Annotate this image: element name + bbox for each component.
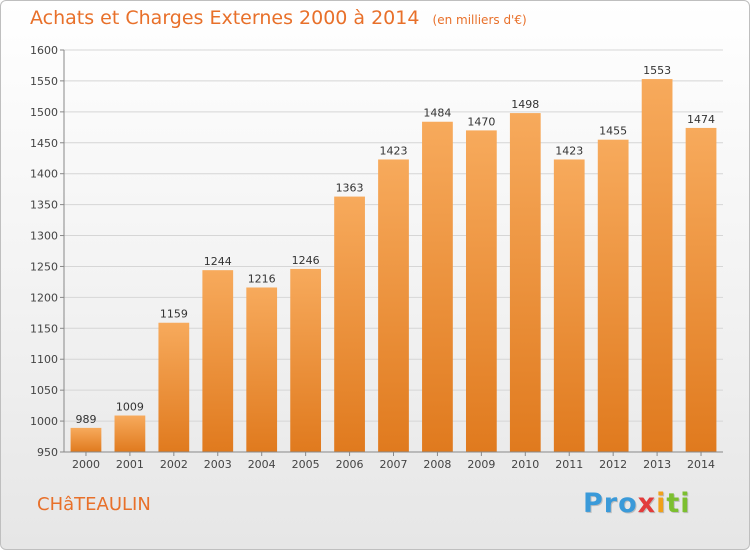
x-tick-label: 2009 <box>467 458 495 471</box>
bar <box>158 322 190 452</box>
bar-value-label: 1246 <box>292 254 320 267</box>
proxiti-logo: Proxiti <box>583 488 691 519</box>
bar-value-label: 1216 <box>248 272 276 285</box>
x-tick-label: 2007 <box>380 458 408 471</box>
y-tick-label: 1600 <box>30 44 58 57</box>
bar-value-label: 1009 <box>116 401 144 414</box>
x-tick-label: 2002 <box>160 458 188 471</box>
bar-value-label: 1484 <box>423 107 451 120</box>
x-tick-label: 2001 <box>116 458 144 471</box>
bar <box>246 287 278 452</box>
bars: 989 1009 1159 1244 1216 1246 1363 1423 1484 1470 1… <box>70 64 717 453</box>
y-tick-label: 1450 <box>30 137 58 150</box>
x-tick-label: 2003 <box>204 458 232 471</box>
bar-value-label: 1159 <box>160 308 188 321</box>
bar-value-label: 989 <box>75 413 96 426</box>
bar <box>114 415 146 452</box>
x-tick-label: 2006 <box>336 458 364 471</box>
bar-value-label: 1553 <box>643 64 671 77</box>
bar-value-label: 1244 <box>204 255 232 268</box>
chart-title: Achats et Charges Externes 2000 à 2014 <box>30 7 420 29</box>
bar-value-label: 1470 <box>467 115 495 128</box>
x-tick-label: 2014 <box>687 458 715 471</box>
x-tick-label: 2005 <box>292 458 320 471</box>
y-axis: 950 1000 1050 1100 1150 1200 1250 1300 1350 1400 1… <box>30 44 65 459</box>
city-name: CHâTEAULIN <box>37 494 151 515</box>
y-tick-label: 1300 <box>30 230 58 243</box>
logo-part: i <box>656 488 667 519</box>
bar <box>641 79 673 453</box>
chart-title-block: Achats et Charges Externes 2000 à 2014 (… <box>30 7 527 29</box>
bar <box>509 113 541 453</box>
bar <box>465 130 497 452</box>
bar-value-label: 1363 <box>336 182 364 195</box>
logo-part: ti <box>666 488 691 519</box>
y-tick-label: 1100 <box>30 353 58 366</box>
y-tick-label: 1500 <box>30 106 58 119</box>
bar <box>334 196 365 452</box>
y-tick-label: 1150 <box>30 322 58 335</box>
x-tick-label: 2012 <box>599 458 627 471</box>
x-axis: 2000 2001 2002 2003 2004 2005 2006 2007 2008 2009… <box>64 451 723 471</box>
bar <box>553 159 585 452</box>
x-tick-label: 2000 <box>72 458 100 471</box>
bar-value-label: 1423 <box>380 144 408 157</box>
bar <box>70 427 102 452</box>
y-tick-label: 1050 <box>30 384 58 397</box>
bar <box>685 127 717 453</box>
logo-part: Pro <box>583 488 638 519</box>
y-tick-label: 1350 <box>30 199 58 212</box>
y-tick-label: 1400 <box>30 168 58 181</box>
x-tick-label: 2011 <box>555 458 583 471</box>
bar-value-label: 1498 <box>511 98 539 111</box>
bar <box>202 270 234 452</box>
bar-value-label: 1455 <box>599 125 627 138</box>
logo-part: x <box>637 488 657 519</box>
bar <box>378 159 409 452</box>
y-tick-label: 1550 <box>30 75 58 88</box>
x-tick-label: 2013 <box>643 458 671 471</box>
chart-unit-note: (en milliers d'€) <box>432 13 527 27</box>
y-tick-label: 950 <box>37 446 58 459</box>
bar <box>597 139 629 452</box>
x-tick-label: 2008 <box>423 458 451 471</box>
bar <box>290 268 322 452</box>
bar <box>422 121 453 452</box>
x-tick-label: 2004 <box>248 458 276 471</box>
y-tick-label: 1250 <box>30 260 58 273</box>
x-tick-label: 2010 <box>511 458 539 471</box>
bar-value-label: 1474 <box>687 113 715 126</box>
y-tick-label: 1000 <box>30 415 58 428</box>
bar-value-label: 1423 <box>555 144 583 157</box>
y-tick-label: 1200 <box>30 291 58 304</box>
